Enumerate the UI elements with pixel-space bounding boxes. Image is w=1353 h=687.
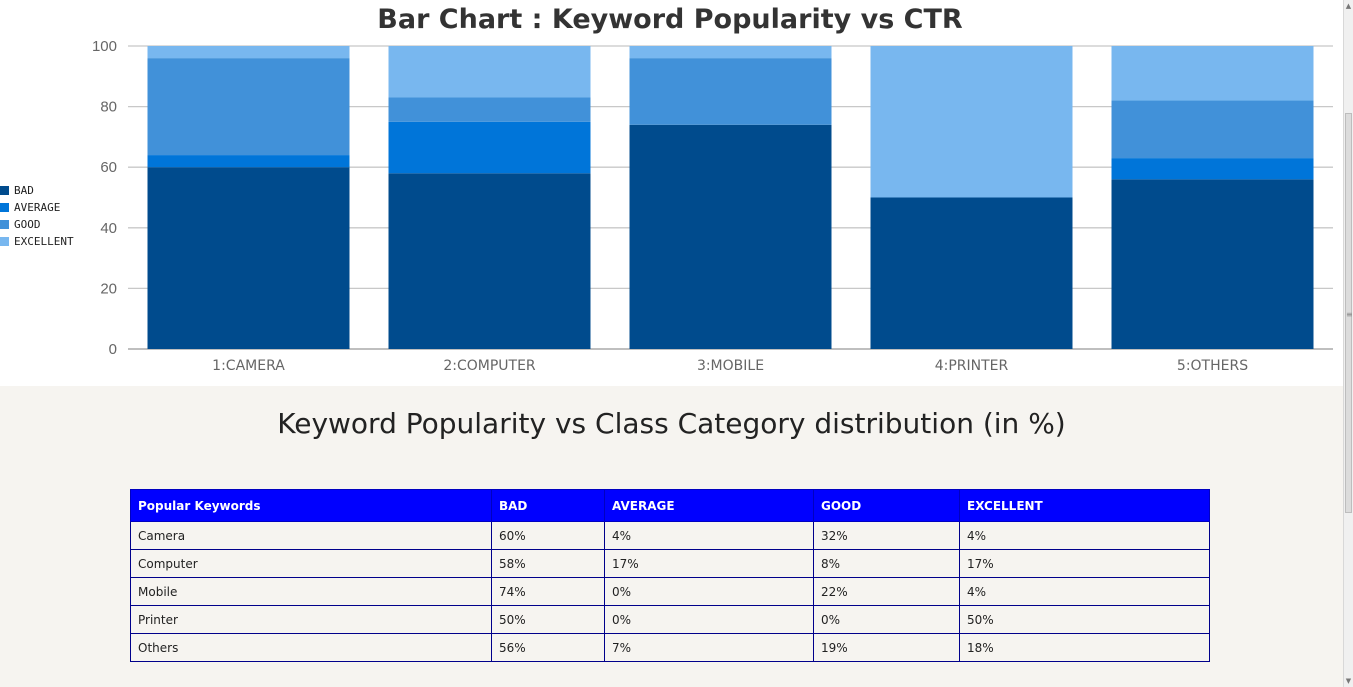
- bar-segment-bad-5[interactable]: [1111, 179, 1314, 349]
- table-cell: Camera: [130, 521, 492, 550]
- table-cell: 0%: [813, 605, 960, 634]
- legend-label: BAD: [14, 184, 34, 197]
- table-row: Others 56% 7% 19% 18%: [130, 633, 1210, 662]
- y-tick-label: 100: [92, 38, 117, 55]
- legend-label: AVERAGE: [14, 201, 60, 214]
- legend-swatch: [0, 220, 9, 229]
- table-header-row: Popular Keywords BAD AVERAGE GOOD EXCELLENT: [130, 489, 1210, 522]
- bar-segment-good-3[interactable]: [629, 58, 832, 125]
- table-row: Printer 50% 0% 0% 50%: [130, 605, 1210, 634]
- grip-icon: ≡: [1346, 310, 1353, 319]
- legend-label: GOOD: [14, 218, 41, 231]
- legend-swatch: [0, 203, 9, 212]
- table-cell: Others: [130, 633, 492, 662]
- table-cell: Computer: [130, 549, 492, 578]
- table-cell: 32%: [813, 521, 960, 550]
- chart-title: Bar Chart : Keyword Popularity vs CTR: [377, 4, 963, 35]
- table-cell: 4%: [604, 521, 814, 550]
- table-body: Camera 60% 4% 32% 4% Computer 58% 17% 8% 17% Mobil…: [130, 521, 1210, 662]
- table-cell: 8%: [813, 549, 960, 578]
- table-cell: 50%: [959, 605, 1210, 634]
- table-row: Computer 58% 17% 8% 17%: [130, 549, 1210, 578]
- bar-segment-excellent-4[interactable]: [870, 46, 1073, 198]
- x-category-label: 3:MOBILE: [697, 358, 764, 374]
- column-header: GOOD: [813, 489, 960, 522]
- arrow-up-icon[interactable]: ▲: [1345, 2, 1352, 10]
- axis-labels: 0 20 40 60 80 100 1:CAMERA 2:COMPUTER 3:MOBILE 4:…: [92, 38, 1248, 374]
- bar-segment-average-5[interactable]: [1111, 158, 1314, 180]
- bar-segment-good-2[interactable]: [388, 97, 591, 122]
- table-cell: 19%: [813, 633, 960, 662]
- table-cell: 18%: [959, 633, 1210, 662]
- column-header: AVERAGE: [604, 489, 814, 522]
- chart-panel: Bar Chart : Keyword Popularity vs CTR 0 2…: [0, 0, 1343, 386]
- bar-segment-good-5[interactable]: [1111, 100, 1314, 159]
- x-category-label: 4:PRINTER: [935, 358, 1009, 374]
- table-cell: 7%: [604, 633, 814, 662]
- column-header: Popular Keywords: [130, 489, 492, 522]
- bar-chart: Bar Chart : Keyword Popularity vs CTR 0 2…: [0, 4, 1333, 374]
- y-tick-label: 40: [100, 220, 117, 237]
- table-cell: 50%: [491, 605, 605, 634]
- bars: [147, 46, 1314, 350]
- table-cell: 74%: [491, 577, 605, 606]
- y-tick-label: 20: [100, 280, 117, 297]
- bar-segment-bad-2[interactable]: [388, 173, 591, 349]
- table-cell: 0%: [604, 577, 814, 606]
- table-cell: Printer: [130, 605, 492, 634]
- table-cell: 0%: [604, 605, 814, 634]
- legend-label: EXCELLENT: [14, 235, 74, 248]
- scrollbar-thumb[interactable]: ≡: [1345, 113, 1353, 513]
- x-category-label: 2:COMPUTER: [443, 358, 536, 374]
- bar-segment-bad-1[interactable]: [147, 167, 350, 349]
- bar-segment-excellent-2[interactable]: [388, 46, 591, 98]
- table-cell: 56%: [491, 633, 605, 662]
- table-cell: 17%: [604, 549, 814, 578]
- table-row: Camera 60% 4% 32% 4%: [130, 521, 1210, 550]
- table-cell: 58%: [491, 549, 605, 578]
- column-header: BAD: [491, 489, 605, 522]
- arrow-down-icon[interactable]: ▼: [1345, 677, 1352, 685]
- bar-segment-good-1[interactable]: [147, 58, 350, 156]
- table-row: Mobile 74% 0% 22% 4%: [130, 577, 1210, 606]
- bar-segment-average-1[interactable]: [147, 155, 350, 168]
- table-cell: 17%: [959, 549, 1210, 578]
- table-heading: Keyword Popularity vs Class Category dis…: [277, 407, 1066, 440]
- legend-swatch: [0, 186, 9, 195]
- y-tick-label: 0: [109, 341, 117, 358]
- table-cell: 22%: [813, 577, 960, 606]
- vertical-scrollbar[interactable]: ▲ ≡ ▼: [1343, 0, 1353, 687]
- bar-segment-bad-3[interactable]: [629, 124, 832, 349]
- bar-segment-bad-4[interactable]: [870, 197, 1073, 350]
- x-category-label: 1:CAMERA: [212, 358, 285, 374]
- legend-swatch: [0, 237, 9, 246]
- legend: BAD AVERAGE GOOD EXCELLENT: [0, 184, 74, 248]
- table-cell: 4%: [959, 577, 1210, 606]
- column-header: EXCELLENT: [959, 489, 1210, 522]
- bar-segment-excellent-1[interactable]: [147, 46, 350, 59]
- distribution-table: Popular Keywords BAD AVERAGE GOOD EXCELLENT …: [130, 489, 1210, 662]
- bar-segment-excellent-3[interactable]: [629, 46, 832, 59]
- x-category-label: 5:OTHERS: [1177, 358, 1248, 374]
- y-tick-label: 80: [100, 99, 117, 116]
- table-cell: 60%: [491, 521, 605, 550]
- table-cell: Mobile: [130, 577, 492, 606]
- bar-segment-average-2[interactable]: [388, 121, 591, 174]
- y-tick-label: 60: [100, 159, 117, 176]
- bar-segment-excellent-5[interactable]: [1111, 46, 1314, 101]
- table-cell: 4%: [959, 521, 1210, 550]
